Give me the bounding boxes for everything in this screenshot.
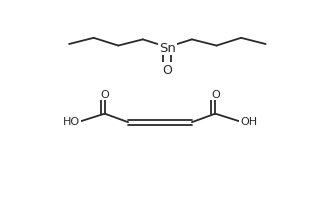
Text: Sn: Sn xyxy=(159,41,176,54)
Text: O: O xyxy=(211,90,220,100)
Text: O: O xyxy=(162,64,172,77)
Text: HO: HO xyxy=(63,117,80,127)
Text: OH: OH xyxy=(240,117,257,127)
Text: O: O xyxy=(100,90,109,100)
